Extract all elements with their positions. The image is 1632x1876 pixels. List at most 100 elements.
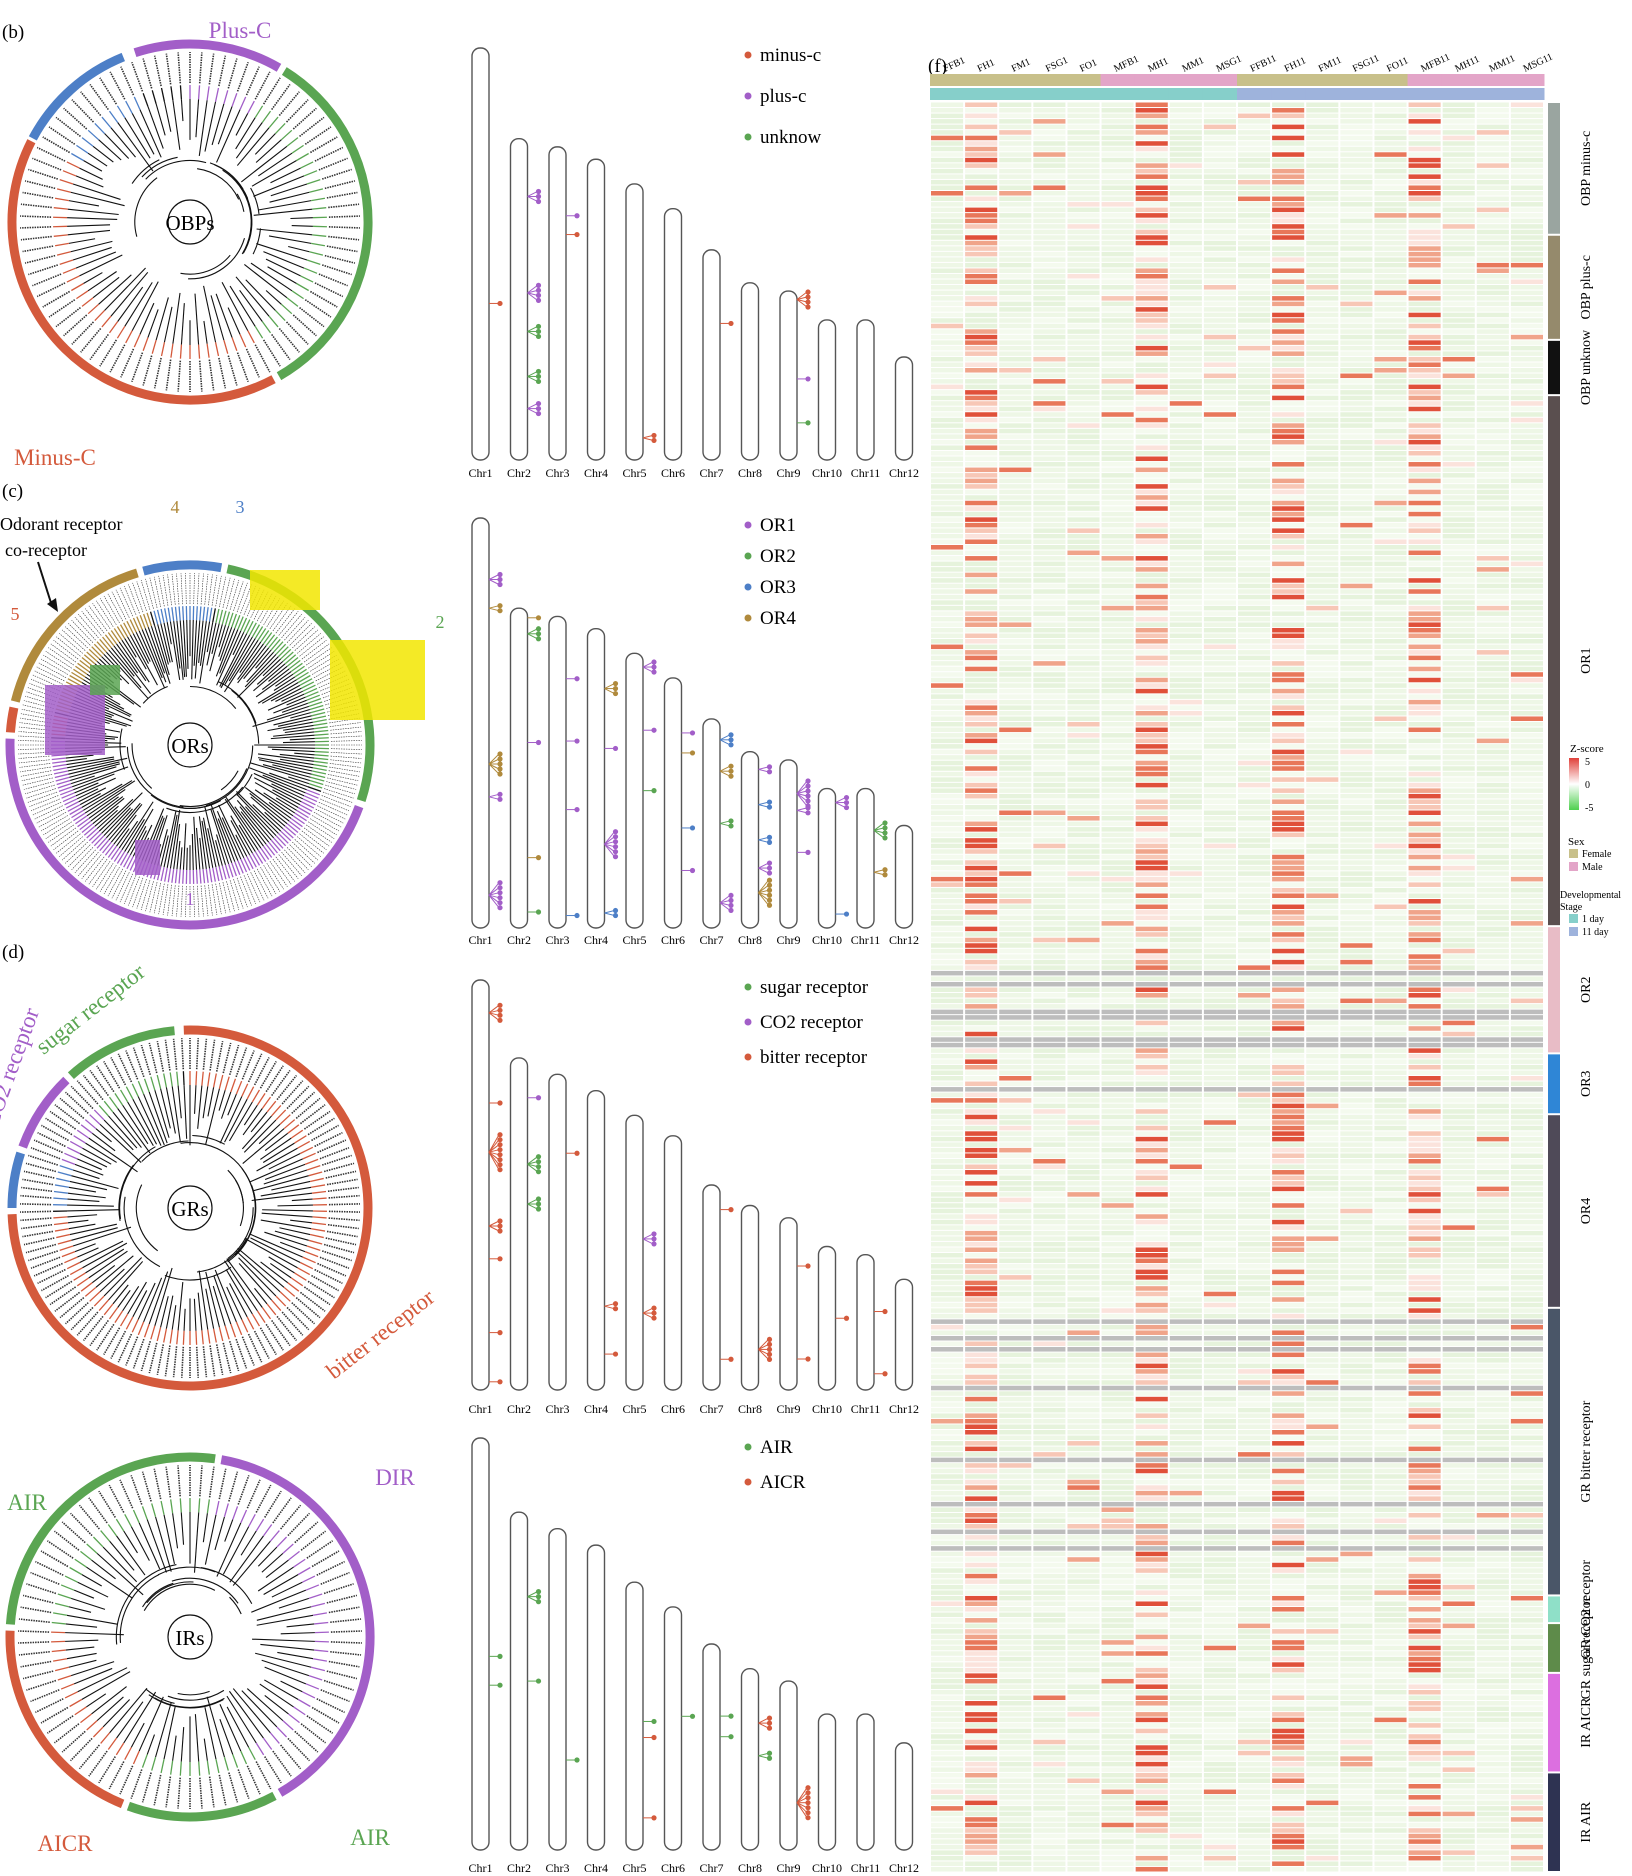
heatmap-cell	[1203, 556, 1236, 561]
branch	[88, 796, 119, 819]
heatmap-cell	[1510, 130, 1543, 135]
heatmap-cell	[965, 495, 998, 500]
heatmap-cell	[1238, 605, 1271, 611]
branch	[209, 624, 223, 672]
chromosome-label: Chr12	[889, 1402, 919, 1416]
heatmap-cell	[1306, 777, 1339, 782]
leaf-label	[109, 344, 126, 373]
heatmap-cell	[1135, 262, 1168, 268]
heatmap-cell	[1272, 213, 1305, 218]
gene-dot	[882, 830, 888, 836]
leaf-label	[208, 359, 215, 391]
heatmap-cell	[1203, 312, 1236, 318]
heatmap-cell	[1238, 262, 1271, 268]
heatmap-cell	[999, 910, 1032, 915]
heatmap-cell	[1101, 301, 1134, 307]
heatmap-cell	[1306, 467, 1339, 473]
branch	[98, 139, 122, 161]
heatmap-cell	[1033, 434, 1066, 439]
heatmap-cell	[1340, 666, 1373, 672]
branch-tip	[57, 1593, 72, 1599]
leaf-label	[119, 1479, 134, 1509]
branch	[215, 628, 236, 677]
column-label: MSG11	[1522, 52, 1555, 75]
leaf-label	[247, 1333, 263, 1363]
heatmap-cell	[1476, 672, 1509, 677]
heatmap-cell	[1238, 887, 1271, 893]
branch-tip	[53, 770, 68, 775]
heatmap-cell	[1272, 318, 1305, 323]
heatmap-cell	[1135, 163, 1168, 168]
heatmap-cell	[1442, 157, 1475, 163]
branch	[275, 687, 302, 702]
heatmap-cell	[1510, 666, 1543, 672]
heatmap-cell	[1238, 329, 1271, 334]
heatmap-cell	[1135, 688, 1168, 694]
leaf-label	[311, 815, 340, 832]
heatmap-cell	[931, 296, 964, 301]
heatmap-cell	[1135, 545, 1168, 550]
heatmap-cell	[1340, 688, 1373, 694]
heatmap-cell	[1101, 235, 1134, 240]
branch-tip	[76, 1129, 90, 1139]
branch	[237, 645, 267, 684]
heatmap-cell	[1408, 688, 1441, 694]
heatmap-cell	[931, 307, 964, 312]
branch-tip	[313, 726, 328, 730]
branch	[135, 631, 151, 662]
heatmap-cell	[965, 207, 998, 213]
heatmap-cell	[1442, 821, 1475, 827]
leaf-label	[24, 180, 56, 190]
leaf-label	[33, 1139, 63, 1154]
heatmap-cell	[999, 340, 1032, 345]
leaf-label	[164, 1345, 171, 1377]
heatmap-cell	[1169, 755, 1202, 760]
heatmap-cell	[1510, 650, 1543, 655]
heatmap-cell	[1033, 345, 1066, 351]
heatmap-cell	[1272, 334, 1305, 340]
heatmap-cell	[1306, 218, 1339, 224]
branch	[183, 1085, 188, 1139]
heatmap-cell	[1374, 727, 1407, 733]
heatmap-cell	[1033, 583, 1066, 589]
branch-tip	[232, 1754, 239, 1768]
gene-dot	[728, 1713, 734, 1719]
heatmap-cell	[1238, 710, 1271, 716]
branch-tip	[218, 609, 224, 624]
heatmap-cell	[1374, 804, 1407, 810]
branch-tip	[302, 684, 316, 692]
heatmap-cell	[965, 307, 998, 312]
branch	[180, 303, 185, 345]
heatmap-cell	[1135, 251, 1168, 257]
heatmap-cell	[1306, 572, 1339, 578]
heatmap-cell	[1203, 473, 1236, 478]
heatmap-cell	[1408, 561, 1441, 567]
branch-tip	[274, 310, 286, 322]
heatmap-cell	[1408, 108, 1441, 113]
chromosome-label: Chr11	[851, 1402, 881, 1416]
gene-tick	[642, 666, 654, 673]
heatmap-cell	[1169, 827, 1202, 832]
leaf-label	[156, 1041, 165, 1072]
heatmap-cell	[1510, 688, 1543, 694]
branch	[122, 1286, 140, 1312]
heatmap-cell	[1476, 899, 1509, 904]
gene-tick	[719, 822, 731, 827]
heatmap-cell	[931, 755, 964, 760]
heatmap-cell	[1067, 456, 1100, 462]
heatmap-cell	[1408, 672, 1441, 677]
heatmap-cell	[1272, 672, 1305, 677]
sex-annotation-cell	[1168, 74, 1204, 86]
gene-tick	[488, 1149, 500, 1153]
branch-tip	[149, 611, 156, 626]
heatmap-cell	[965, 185, 998, 190]
heatmap-cell	[965, 218, 998, 224]
heatmap-cell	[1306, 782, 1339, 788]
heatmap-cell	[1033, 550, 1066, 556]
heatmap-cell	[1169, 871, 1202, 876]
heatmap-cell	[1272, 340, 1305, 345]
leaf-label	[247, 1053, 263, 1083]
annotation-arrow	[37, 561, 53, 607]
leaf-label	[198, 360, 203, 392]
heatmap-cell	[1238, 462, 1271, 467]
